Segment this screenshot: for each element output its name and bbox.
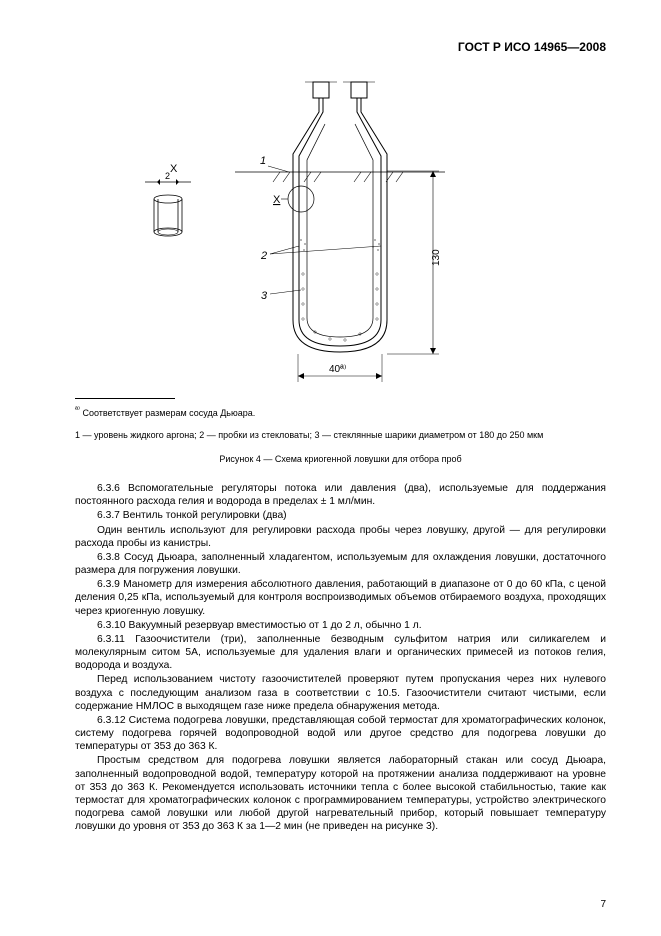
label-x: X	[170, 163, 178, 175]
para-6312b: Простым средством для подогрева ловушки …	[75, 754, 606, 833]
para-637b: Один вентиль используют для регулировки …	[75, 524, 606, 550]
para-6312: 6.3.12 Система подогрева ловушки, предст…	[75, 714, 606, 754]
para-6311: 6.3.11 Газоочистители (три), заполненные…	[75, 633, 606, 673]
detail-view: X 2	[145, 163, 191, 236]
para-636: 6.3.6 Вспомогательные регуляторы потока …	[75, 482, 606, 508]
page: ГОСТ Р ИСО 14965—2008 X 2	[0, 0, 661, 936]
page-number: 7	[600, 899, 606, 910]
para-638: 6.3.8 Сосуд Дьюара, заполненный хладаген…	[75, 551, 606, 577]
ref-2: 2	[260, 250, 267, 262]
ref-x: X	[273, 194, 281, 206]
label-small-2: 2	[165, 171, 170, 181]
dim-40: 40ª⁾	[329, 364, 346, 375]
ref-3: 3	[261, 290, 268, 302]
footnote-text: Соответствует размерам сосуда Дьюара.	[80, 408, 255, 418]
para-637: 6.3.7 Вентиль тонкой регулировки (два)	[75, 509, 606, 522]
figure-legend: 1 — уровень жидкого аргона; 2 — пробки и…	[75, 430, 606, 440]
para-6310: 6.3.10 Вакуумный резервуар вместимостью …	[75, 619, 606, 632]
para-6311b: Перед использованием чистоту газоочистит…	[75, 673, 606, 713]
dim-130: 130	[431, 249, 442, 266]
body-text: 6.3.6 Вспомогательные регуляторы потока …	[75, 482, 606, 833]
footnote-rule	[75, 398, 175, 399]
ref-1: 1	[260, 155, 266, 167]
footnote: ª⁾ Соответствует размерам сосуда Дьюара.	[75, 405, 606, 418]
figure-caption: Рисунок 4 — Схема криогенной ловушки для…	[75, 454, 606, 464]
figure-diagram: X 2	[75, 64, 606, 394]
document-header: ГОСТ Р ИСО 14965—2008	[75, 40, 606, 54]
u-tube: 1 X 2 3	[235, 82, 445, 382]
para-639: 6.3.9 Манометр для измерения абсолютного…	[75, 578, 606, 618]
